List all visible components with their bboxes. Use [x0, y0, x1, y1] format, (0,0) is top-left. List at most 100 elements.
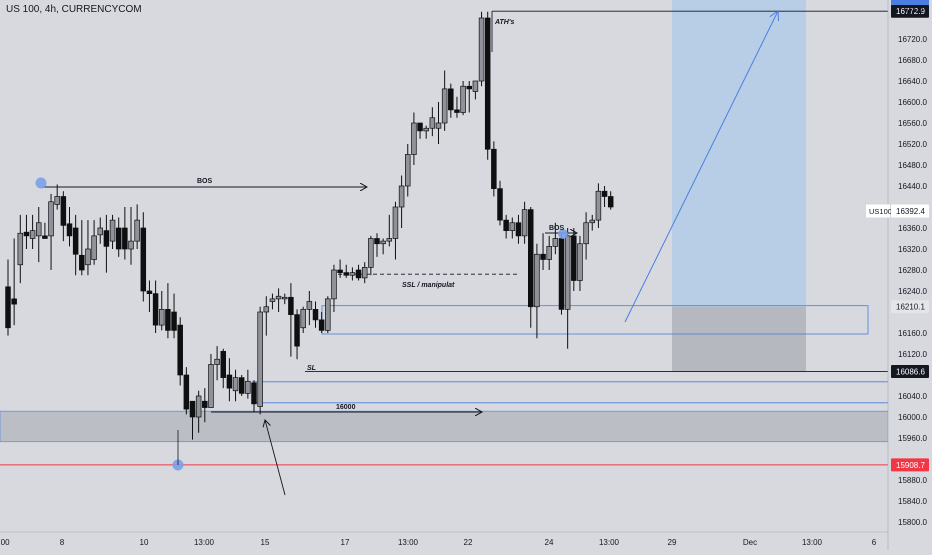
candle-body: [374, 238, 380, 245]
candle-body: [491, 148, 497, 189]
currency-label: USD: [906, 5, 923, 14]
candle-body: [263, 306, 270, 313]
candle: [503, 214, 509, 239]
candle-body: [257, 311, 263, 407]
zones-layer: [0, 0, 889, 443]
candle: [454, 96, 460, 118]
candle: [177, 317, 183, 386]
candle-body: [60, 196, 67, 226]
price-tag-label: 16392.4: [896, 207, 925, 216]
price-axis[interactable]: 15800.0 15840.0 15880.0 15960.0 16000.0 16040…: [887, 0, 932, 550]
sl-label: SL: [307, 365, 316, 372]
candle: [521, 201, 528, 244]
bos-marker: [558, 229, 568, 239]
time-tick-label: 24: [545, 538, 554, 547]
candle-body: [269, 298, 276, 302]
candle: [263, 296, 270, 336]
time-tick-label: 13:00: [599, 538, 620, 547]
time-tick-label: 29: [668, 538, 677, 547]
price-tick-label: 15800.0: [898, 518, 927, 527]
time-axis[interactable]: :00 8 10 13:00 15 17 13:00 22 24 13:00 29 Dec 13:00 6: [0, 531, 888, 547]
candle: [238, 375, 245, 396]
candle-body: [251, 382, 257, 405]
candle-body: [195, 395, 202, 418]
top-price-tag-stub: [891, 0, 929, 5]
candle-body: [109, 219, 116, 242]
candle: [552, 222, 559, 255]
candle: [343, 264, 350, 278]
candle: [183, 367, 190, 415]
candle-body: [23, 231, 30, 237]
candle-body: [331, 269, 337, 300]
candle-body: [140, 227, 147, 292]
candle: [337, 259, 343, 278]
stop-zone: [672, 306, 806, 372]
target-zone: [672, 0, 806, 307]
candle-body: [349, 272, 356, 276]
candle-body: [91, 235, 97, 260]
candle-body: [48, 201, 54, 237]
candle: [17, 214, 24, 284]
candle-body: [220, 351, 227, 378]
price-tag-background: [891, 204, 929, 218]
demand-zone: [0, 410, 889, 443]
candle-body: [85, 248, 91, 266]
candle-body: [540, 253, 546, 260]
candle-body: [361, 267, 368, 279]
candle: [214, 346, 220, 381]
candle-body: [29, 230, 36, 239]
candle-body: [571, 235, 577, 281]
candle: [417, 122, 423, 139]
candle-body: [245, 380, 251, 394]
candle-body: [146, 290, 153, 294]
candle: [54, 184, 60, 210]
candle: [226, 358, 233, 402]
candle: [85, 220, 91, 276]
candle: [171, 293, 177, 339]
candle: [195, 390, 202, 433]
price-tick-label: 16600.0: [898, 98, 927, 107]
candle: [405, 144, 411, 197]
price-axis-background: [888, 0, 932, 550]
price-tag-label: 15908.7: [896, 461, 925, 470]
candle-body: [472, 80, 479, 92]
candle-body: [527, 209, 534, 308]
price-tick-label: 16000.0: [898, 413, 927, 422]
candle-body: [466, 85, 473, 90]
candle-body: [238, 377, 245, 394]
candle-body: [325, 298, 331, 331]
candle: [558, 233, 565, 315]
candle: [60, 191, 67, 242]
candle-body: [202, 400, 208, 408]
candle: [202, 388, 208, 423]
candle: [159, 291, 165, 331]
candle-body: [152, 293, 159, 326]
candle-body: [300, 309, 306, 329]
price-tag-label: 16772.9: [896, 7, 925, 16]
annotation-layer: BOS ATH's BOS SSL / manipulat SL 16000: [35, 11, 779, 496]
candle: [23, 214, 30, 249]
candle-body: [441, 88, 448, 124]
candle: [386, 214, 393, 247]
candle: [189, 400, 196, 440]
candle-body: [417, 122, 423, 132]
price-tags-layer: 16772.9 US100 16392.4 16210.1 16086.6 15908.7: [866, 0, 929, 472]
candle-body: [103, 230, 110, 247]
time-tick-label: 13:00: [398, 538, 419, 547]
price-tick-label: 16320.0: [898, 245, 927, 254]
candle: [595, 183, 602, 228]
price-tick-label: 16120.0: [898, 350, 927, 359]
candle-body: [66, 223, 73, 237]
candle-body: [128, 240, 134, 250]
price-tick-label: 15880.0: [898, 476, 927, 485]
candle: [398, 175, 405, 228]
candle: [128, 207, 134, 265]
candle-body: [214, 358, 220, 365]
candle: [232, 369, 239, 402]
price-tick-label: 15960.0: [898, 434, 927, 443]
candle: [294, 309, 300, 360]
candle-body: [435, 122, 442, 129]
price-tick-label: 16480.0: [898, 161, 927, 170]
